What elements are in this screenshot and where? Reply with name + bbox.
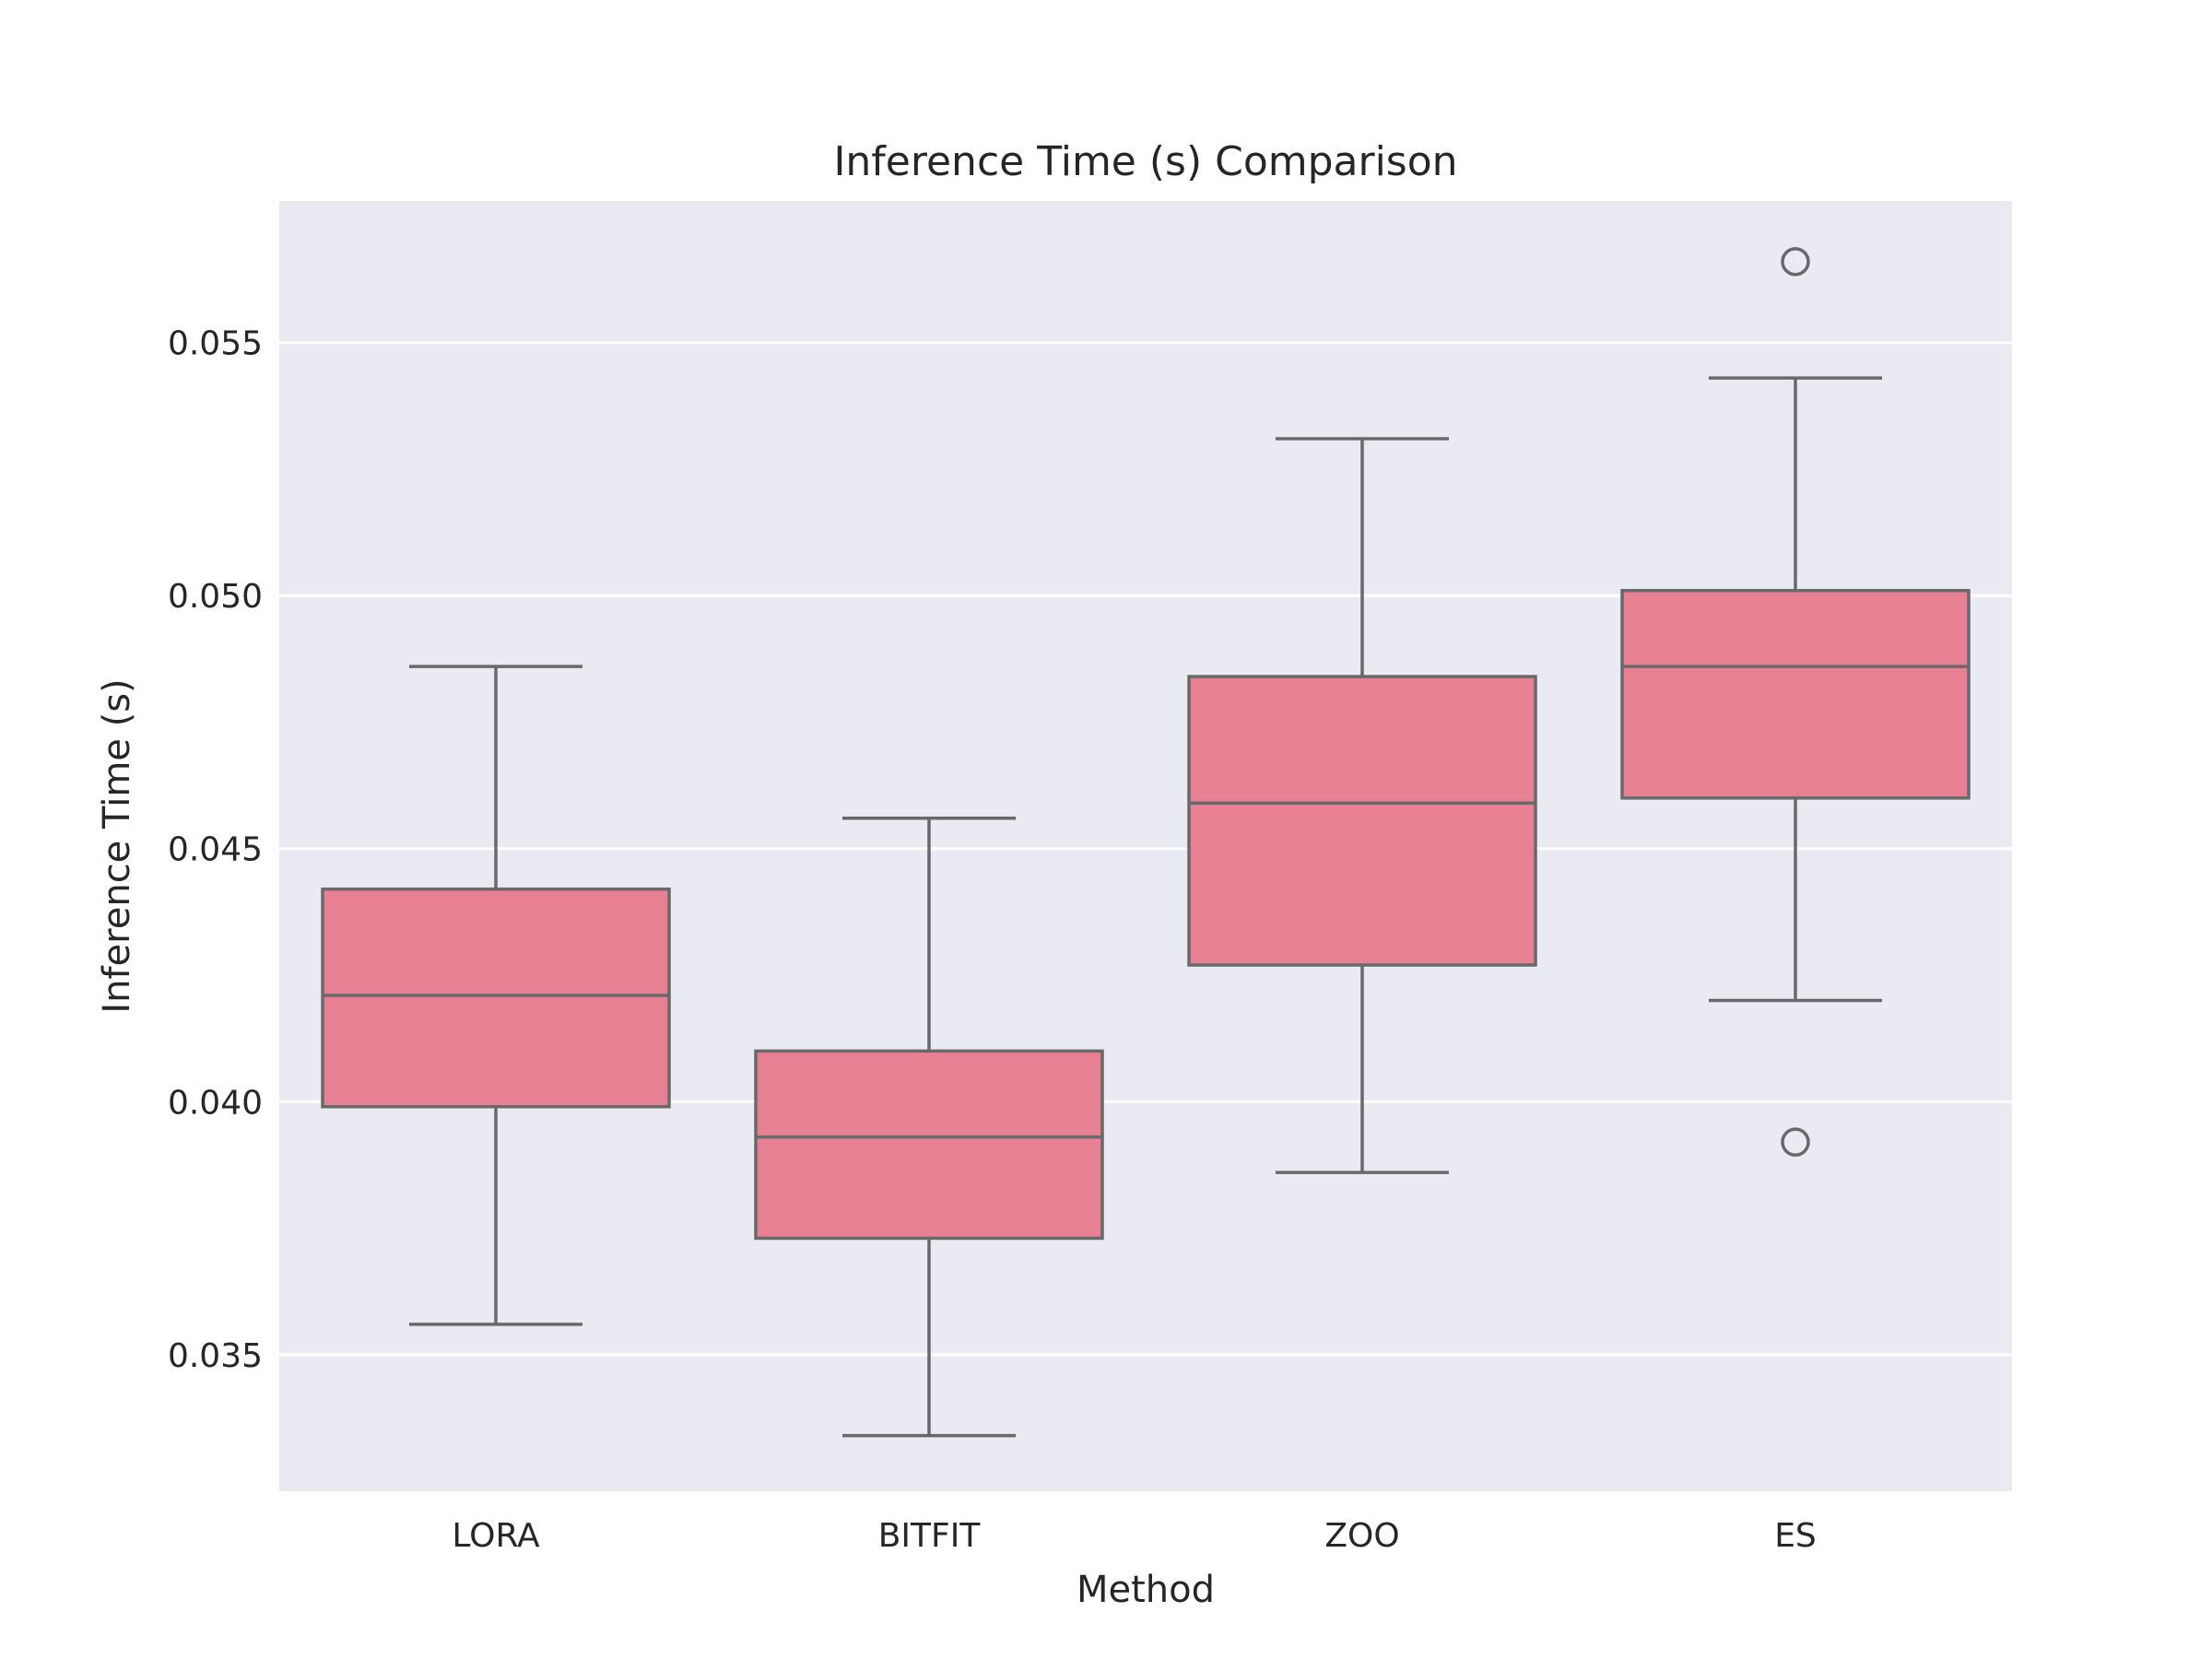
y-tick-label: 0.035: [168, 1337, 263, 1375]
outlier-point: [1781, 1127, 1810, 1157]
x-tick-labels: LORA BITFIT ZOO ES: [452, 1517, 1816, 1555]
box-group: [754, 817, 1104, 1438]
y-tick-label: 0.050: [168, 578, 263, 616]
boxes-layer: [321, 247, 1971, 1438]
chart-title: Inference Time (s) Comparison: [833, 138, 1457, 185]
y-tick-label: 0.045: [168, 831, 263, 869]
box-group: [321, 665, 671, 1326]
y-tick-label: 0.055: [168, 325, 263, 363]
plot-area: [279, 201, 2012, 1491]
x-tick-label: ES: [1774, 1517, 1817, 1555]
box-group: [1187, 437, 1537, 1174]
box-iqr: [1187, 675, 1537, 967]
box-iqr: [754, 1049, 1104, 1241]
outlier-point: [1781, 247, 1810, 276]
y-axis-label: Inference Time (s): [96, 678, 138, 1013]
x-tick-label: LORA: [452, 1517, 540, 1555]
x-tick-label: ZOO: [1324, 1517, 1399, 1555]
box-group: [1620, 247, 1971, 1157]
box-iqr: [321, 887, 671, 1109]
y-tick-label: 0.040: [168, 1084, 263, 1122]
x-axis-label: Method: [1077, 1569, 1215, 1611]
y-tick-labels: 0.035 0.040 0.045 0.050 0.055: [168, 325, 263, 1375]
box-iqr: [1620, 588, 1971, 800]
x-tick-label: BITFIT: [878, 1517, 982, 1555]
